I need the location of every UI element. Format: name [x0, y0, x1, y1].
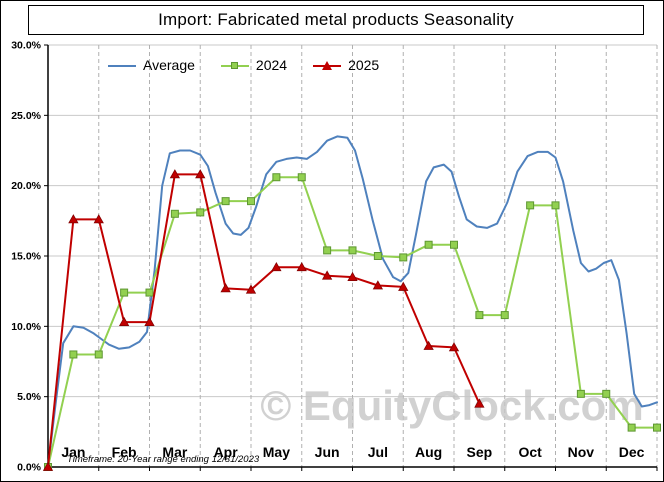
triangle-marker	[271, 261, 282, 272]
square-marker	[500, 311, 509, 320]
y-tick-label: 10.0%	[11, 321, 41, 333]
y-tick-label: 0.0%	[17, 462, 42, 474]
legend-label-average: Average	[143, 57, 195, 73]
triangle-marker	[245, 284, 257, 294]
timeframe-note: Timeframe: 20-Year range ending 12/31/20…	[67, 454, 260, 465]
square-marker	[69, 350, 78, 359]
x-tick-label: Jun	[315, 444, 340, 460]
square-marker	[94, 350, 103, 359]
triangle-marker	[474, 398, 485, 408]
triangle-marker	[372, 280, 384, 290]
square-marker	[627, 423, 636, 432]
legend-item-2024: 2024	[220, 57, 288, 73]
series-line-Average	[47, 135, 658, 468]
square-marker	[221, 197, 230, 206]
x-tick-label: Jan	[61, 444, 85, 460]
y-tick-label: 15.0%	[11, 251, 41, 263]
square-marker	[323, 246, 332, 255]
triangle-marker	[448, 342, 460, 352]
square-marker	[145, 288, 154, 297]
square-marker	[551, 201, 560, 210]
x-tick-label: Sep	[467, 444, 493, 460]
square-marker	[653, 423, 661, 432]
square-marker	[602, 389, 611, 398]
chart-title-box: Import: Fabricated metal products Season…	[28, 5, 644, 35]
x-tick-label: Feb	[112, 444, 137, 460]
triangle-marker-swatch	[313, 60, 342, 71]
x-tick-label: Nov	[568, 444, 595, 460]
triangle-marker	[144, 316, 155, 326]
square-marker	[170, 209, 179, 218]
square-marker	[120, 288, 129, 297]
square-marker	[399, 253, 408, 262]
average-line-swatch	[108, 60, 136, 71]
square-marker	[196, 208, 205, 217]
triangle-marker	[347, 271, 358, 281]
y-tick-label: 5.0%	[17, 391, 42, 403]
y-tick-label: 25.0%	[11, 110, 41, 122]
square-marker	[576, 389, 585, 398]
legend-label-2025: 2025	[348, 57, 380, 73]
triangle-marker	[296, 261, 307, 272]
legend-label-2024: 2024	[255, 57, 288, 73]
x-tick-label: Oct	[518, 444, 542, 460]
triangle-marker	[93, 214, 104, 224]
y-tick-label: 20.0%	[11, 180, 41, 192]
square-marker	[373, 252, 382, 260]
x-tick-label: May	[263, 444, 290, 460]
watermark: © EquityClock.com	[260, 382, 643, 429]
square-marker	[450, 240, 458, 249]
triangle-marker	[398, 281, 409, 291]
triangle-marker	[68, 214, 79, 224]
square-marker	[475, 311, 484, 320]
square-marker	[272, 173, 281, 182]
triangle-marker	[42, 461, 54, 471]
triangle-marker	[118, 316, 130, 326]
square-marker	[297, 173, 306, 182]
x-tick-label: Aug	[415, 444, 442, 460]
triangle-marker	[423, 340, 434, 350]
chart-title: Import: Fabricated metal products Season…	[158, 10, 514, 29]
x-tick-label: Mar	[162, 444, 187, 460]
triangle-marker	[321, 270, 333, 280]
legend-item-average: Average	[108, 57, 195, 73]
x-tick-label: Apr	[214, 444, 239, 460]
triangle-marker	[220, 283, 231, 293]
square-marker	[247, 197, 255, 206]
y-tick-label: 30.0%	[11, 40, 41, 52]
x-tick-label: Dec	[619, 444, 645, 460]
triangle-marker	[169, 169, 181, 179]
square-marker	[526, 201, 535, 210]
square-marker	[424, 240, 433, 249]
square-marker	[348, 246, 357, 255]
triangle-marker	[195, 169, 206, 179]
series-line-2025	[47, 173, 481, 468]
legend-item-2025: 2025	[313, 57, 379, 73]
square-marker-swatch	[220, 60, 249, 71]
legend: Average 2024 2025	[108, 57, 379, 73]
x-tick-label: Jul	[368, 444, 388, 460]
